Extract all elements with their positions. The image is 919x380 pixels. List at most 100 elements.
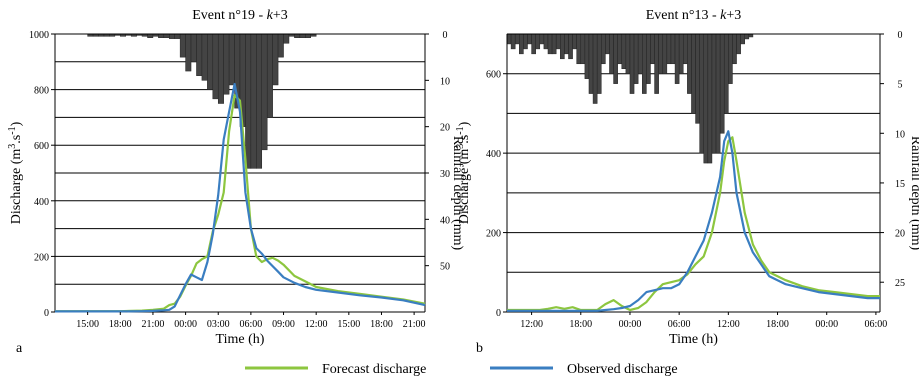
- chart-b-x-tick-label: 06:00: [865, 319, 888, 330]
- chart-a-x-tick-label: 18:00: [370, 319, 393, 330]
- chart-a-rainfall-bar: [147, 33, 154, 38]
- chart-b-rainfall-bar: [715, 33, 721, 154]
- chart-a-rainfall-bar: [179, 33, 186, 58]
- chart-a-title: Event n°19 - k+3: [192, 8, 288, 23]
- chart-b-rainfall-bar: [699, 33, 704, 154]
- chart-a-x-tick-label: 21:00: [142, 319, 165, 330]
- chart-a-rainfall-bar: [228, 33, 235, 86]
- chart-b-series-forecast-line: [507, 136, 880, 312]
- chart-b-rainfall-bar: [531, 33, 536, 55]
- chart-b-rainfall-bar: [650, 33, 655, 65]
- chart-a-x-tick-label: 00:00: [174, 319, 197, 330]
- chart-b-rainfall-bar: [543, 33, 549, 50]
- chart-b-rainfall-bar: [695, 33, 700, 124]
- chart-b-rainfall-bar: [527, 33, 532, 45]
- chart-b-y2-tick-label: 25: [895, 278, 905, 289]
- chart-b-rainfall-bar: [740, 33, 745, 45]
- chart-a-rainfall-bar: [196, 33, 203, 76]
- chart-b-rainfall-bar: [678, 33, 684, 74]
- chart-b-x-tick-label: 06:00: [668, 319, 691, 330]
- chart-a-x-tick-label: 06:00: [239, 319, 262, 330]
- chart-a-y2-tick-label: 0: [443, 30, 448, 41]
- chart-b-rainfall-bar: [617, 33, 623, 65]
- chart-b-rainfall-bar: [519, 33, 524, 55]
- chart-a-rainfall-bar: [174, 33, 181, 39]
- chart-a-x-tick-label: 15:00: [76, 319, 99, 330]
- chart-b-rainfall-bar: [523, 33, 528, 50]
- chart-b-rainfall-bar: [637, 33, 643, 74]
- chart-a-y2-tick-label: 20: [440, 123, 450, 134]
- chart-a-rainfall-bar: [245, 33, 252, 169]
- chart-b-rainfall-bar: [658, 33, 664, 74]
- chart-a-rainfall-bar: [283, 33, 290, 44]
- chart-a-series-observed-line: [55, 82, 426, 313]
- chart-b-rainfall-bar: [646, 33, 651, 84]
- chart-b-rainfall-bar: [560, 33, 565, 60]
- chart-b-rainfall-bar: [625, 33, 631, 74]
- chart-a-y-tick-label: 200: [34, 252, 49, 263]
- chart-b-rainfall-bar: [719, 33, 725, 134]
- chart-b-rainfall-bar: [707, 33, 713, 164]
- chart-b-rainfall-bar: [506, 33, 512, 45]
- chart-b-y2-tick-label: 5: [898, 80, 903, 91]
- legend: Forecast discharge Observed discharge: [245, 362, 678, 377]
- chart-b-rainfall-bar: [613, 33, 618, 84]
- chart-b-rainfall-bar: [576, 33, 582, 65]
- chart-a-rainfall-bar: [261, 33, 268, 151]
- legend-label-observed: Observed discharge: [567, 362, 678, 377]
- chart-a-rainfall-bar: [163, 33, 170, 38]
- chart-b-rainfall-bar: [732, 33, 737, 65]
- chart-b-rainfall-bar: [535, 33, 541, 50]
- chart-a-rainfall-bar: [250, 33, 257, 169]
- chart-a-y-axis-label: Discharge (m3.s-1): [7, 121, 25, 224]
- panel-a: 0 200 400 600 800 1000 0 10 20 30 40 50 15:00 18:00 21…: [7, 8, 466, 356]
- chart-b-rainfall-bar: [674, 33, 680, 84]
- chart-b-y-tick-label: 0: [496, 308, 501, 319]
- chart-b-rainfall-bar: [551, 33, 557, 55]
- chart-b-y-tick-label: 200: [486, 229, 501, 240]
- chart-b-x-tick-label: 12:00: [520, 319, 543, 330]
- chart-b-rainfall-bar: [736, 33, 741, 55]
- chart-a-rainfall-bar: [190, 33, 197, 63]
- chart-b-rainfall-bar: [514, 33, 520, 45]
- chart-b-y2-tick-label: 20: [895, 229, 905, 240]
- chart-a-rainfall-bar: [294, 33, 301, 38]
- chart-a-y2-tick-label: 40: [440, 215, 450, 226]
- chart-b-rainfall-bar: [596, 33, 602, 94]
- chart-b-y-axis-label: Discharge (m3.s-1): [455, 121, 473, 224]
- chart-b-y2-tick-label: 0: [898, 30, 903, 41]
- chart-b-series-observed-line: [507, 130, 880, 312]
- chart-b-rainfall-bar: [621, 33, 627, 69]
- chart-b-rainfall-bar: [666, 33, 672, 65]
- chart-b-rainfall-bar: [609, 33, 614, 74]
- chart-b-rainfall-bar: [584, 33, 590, 79]
- chart-a-y-tick-label: 800: [34, 86, 49, 97]
- chart-b-x-axis-label: Time (h): [669, 332, 718, 347]
- chart-a-x-tick-label: 21:00: [403, 319, 426, 330]
- chart-a-rainfall-bar: [277, 33, 284, 58]
- panel-b: 0 200 400 600 0 5 10 15 20 25 12:00 18:00 00:00 06:00…: [455, 8, 919, 356]
- chart-b-rainfall-bar: [728, 33, 733, 84]
- chart-b-rainfall-bar: [633, 33, 639, 84]
- chart-b-y2-tick-label: 10: [895, 129, 905, 140]
- chart-b-rainfall-bar: [605, 33, 610, 55]
- chart-a-rainfall-bar: [299, 33, 306, 38]
- chart-a-rainfall-bar: [272, 33, 279, 86]
- chart-b-panel-label: b: [476, 341, 483, 356]
- chart-b-rainfall-bar: [588, 33, 594, 94]
- chart-a-y2-tick-label: 30: [440, 169, 450, 180]
- chart-b-x-tick-label: 00:00: [619, 319, 642, 330]
- chart-b-y-tick-label: 600: [486, 70, 501, 81]
- chart-a-y-tick-label: 400: [34, 197, 49, 208]
- chart-a-rainfall-bar: [169, 33, 175, 39]
- chart-b-rainfall-bar: [670, 33, 676, 65]
- chart-a-rainfall-bar: [201, 33, 208, 81]
- chart-a-series-forecast-line: [55, 94, 426, 313]
- chart-b-rainfall-bar: [711, 33, 717, 154]
- chart-a-x-tick-label: 18:00: [109, 319, 132, 330]
- chart-b-x-tick-label: 12:00: [717, 319, 740, 330]
- chart-a-y-tick-label: 1000: [29, 30, 49, 41]
- legend-label-forecast: Forecast discharge: [322, 362, 426, 377]
- chart-a-y2-tick-label: 50: [440, 262, 450, 273]
